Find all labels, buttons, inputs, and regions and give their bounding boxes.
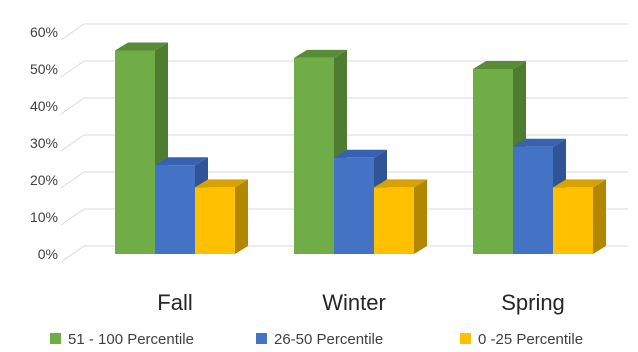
bar bbox=[374, 187, 414, 254]
y-tick-label: 60% bbox=[30, 24, 58, 40]
gridline-connector bbox=[60, 245, 85, 263]
legend: 51 - 100 Percentile 26-50 Percentile 0 -25… bbox=[50, 331, 583, 348]
gridline-connector bbox=[60, 97, 85, 115]
bar-top bbox=[155, 157, 208, 166]
bar-top bbox=[374, 179, 427, 188]
bar-side bbox=[414, 179, 427, 254]
x-category-label: Spring bbox=[501, 290, 565, 315]
bar bbox=[473, 69, 513, 254]
y-tick-label: 10% bbox=[30, 209, 58, 225]
y-tick-label: 20% bbox=[30, 172, 58, 188]
bar-top bbox=[513, 138, 566, 147]
y-tick-label: 50% bbox=[30, 61, 58, 77]
gridline-connector bbox=[60, 171, 85, 189]
x-category-label: Fall bbox=[157, 290, 192, 315]
bar bbox=[513, 146, 553, 254]
bar bbox=[195, 187, 235, 254]
legend-swatch bbox=[50, 333, 61, 344]
bar-top bbox=[553, 179, 606, 188]
gridline-connector bbox=[60, 23, 85, 41]
y-tick-label: 40% bbox=[30, 98, 58, 114]
bar bbox=[115, 50, 155, 254]
bar bbox=[334, 157, 374, 254]
bar-top bbox=[473, 61, 526, 69]
bar-top bbox=[115, 42, 168, 51]
bar-side bbox=[593, 179, 606, 254]
legend-swatch bbox=[460, 333, 471, 344]
legend-label: 51 - 100 Percentile bbox=[68, 331, 194, 348]
gridline-connector bbox=[60, 208, 85, 226]
bar-side bbox=[235, 179, 248, 254]
bar bbox=[553, 187, 593, 254]
y-axis-ticks: 0% 10% 20% 30% 40% 50% 60% bbox=[30, 24, 58, 262]
bars bbox=[115, 42, 606, 255]
y-tick-label: 30% bbox=[30, 135, 58, 151]
bar-top bbox=[334, 149, 387, 158]
legend-label: 26-50 Percentile bbox=[274, 331, 383, 348]
x-category-label: Winter bbox=[322, 290, 386, 315]
bar bbox=[294, 57, 334, 255]
bar-top bbox=[195, 179, 248, 188]
legend-label: 0 -25 Percentile bbox=[478, 331, 583, 348]
gridline-connector bbox=[60, 60, 85, 78]
y-tick-label: 0% bbox=[38, 246, 58, 262]
bar bbox=[155, 165, 195, 254]
category-labels: Fall Winter Spring bbox=[157, 290, 565, 315]
bar-top bbox=[294, 49, 347, 58]
gridline-connector bbox=[60, 134, 85, 152]
legend-swatch bbox=[256, 333, 267, 344]
